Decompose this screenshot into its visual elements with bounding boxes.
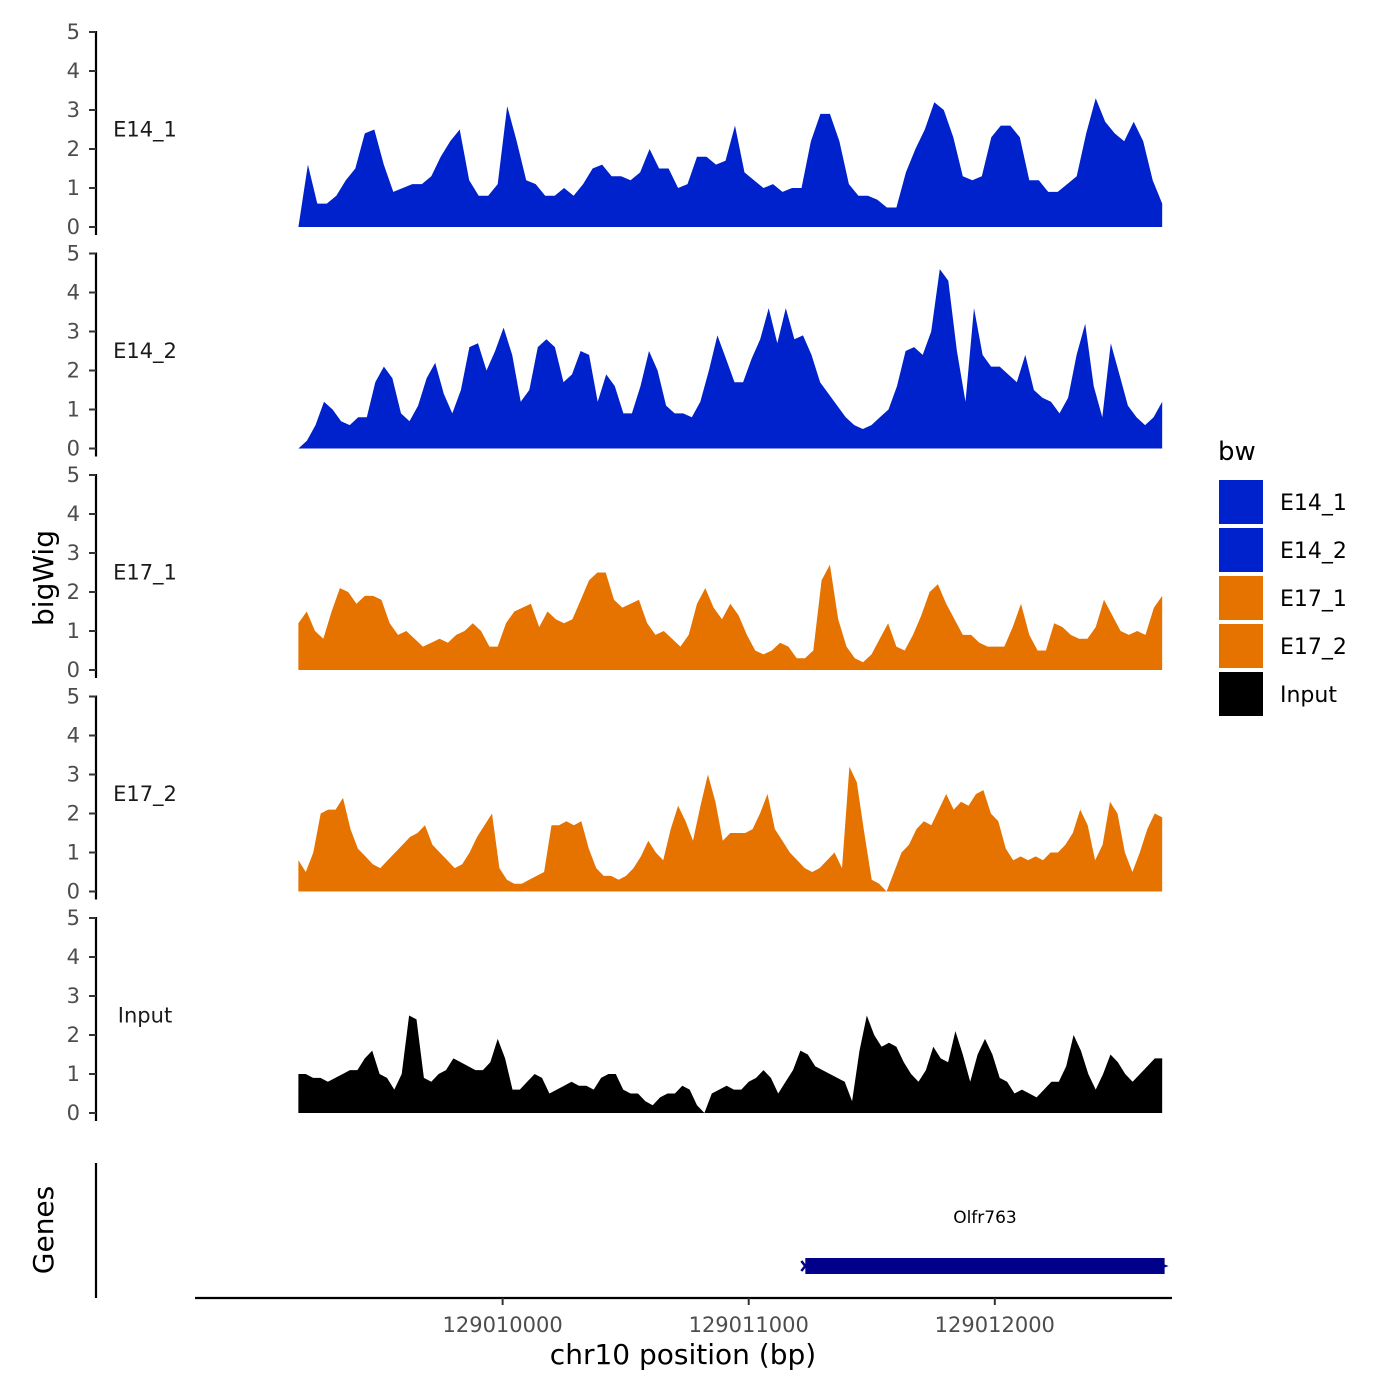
signal-area <box>298 98 1163 227</box>
y-axis-title: bigWig <box>27 530 60 626</box>
y-tick-label: 3 <box>67 541 80 565</box>
y-tick-label: 0 <box>67 880 80 904</box>
strand-marker <box>1160 1263 1169 1269</box>
legend-label: E14_1 <box>1280 491 1347 516</box>
bigwig-tracks: 0 1 2 3 4 5 E14_1 0 1 2 3 4 5 E14_2 0 1 2 3 4 5 E17_1 0 1 2 3 4 5 E… <box>67 20 1163 1125</box>
gene-track: Genes Olfr763 <box>27 1163 1169 1298</box>
y-tick-label: 2 <box>67 359 80 383</box>
y-tick-label: 5 <box>67 242 80 266</box>
legend-label: E17_2 <box>1280 635 1347 660</box>
y-tick-label: 0 <box>67 437 80 461</box>
y-tick-label: 4 <box>67 724 80 748</box>
y-tick-label: 4 <box>67 945 80 969</box>
track-label: Input <box>118 1004 172 1028</box>
legend: bw E14_1 E14_2 E17_1 E17_2 Input <box>1218 437 1347 716</box>
genes-axis-title: Genes <box>27 1186 60 1274</box>
track-label: E14_1 <box>113 118 177 143</box>
y-tick-label: 3 <box>67 98 80 122</box>
signal-area <box>298 766 1163 892</box>
y-tick-label: 5 <box>67 463 80 487</box>
y-tick-label: 0 <box>67 215 80 239</box>
legend-label: Input <box>1280 683 1337 708</box>
y-tick-label: 4 <box>67 502 80 526</box>
y-tick-label: 1 <box>67 841 80 865</box>
x-tick-label: 129011000 <box>689 1313 809 1337</box>
track-label: E17_1 <box>113 561 177 586</box>
track-e17-1: 0 1 2 3 4 5 E17_1 <box>67 463 1163 682</box>
legend-label: E14_2 <box>1280 539 1347 564</box>
legend-title: bw <box>1218 437 1256 467</box>
y-tick-label: 1 <box>67 176 80 200</box>
y-tick-label: 3 <box>67 763 80 787</box>
y-tick-label: 5 <box>67 20 80 44</box>
y-tick-label: 0 <box>67 1101 80 1125</box>
y-tick-label: 1 <box>67 1062 80 1086</box>
track-e14-1: 0 1 2 3 4 5 E14_1 <box>67 20 1163 239</box>
legend-key <box>1219 480 1263 524</box>
strand-marker <box>800 1260 811 1272</box>
gene-olfr763: Olfr763 <box>800 1208 1169 1274</box>
legend-key <box>1219 528 1263 572</box>
x-axis: chr10 position (bp) 129010000 129011000 12… <box>195 1296 1172 1371</box>
legend-key <box>1219 672 1263 716</box>
signal-area <box>298 1015 1163 1113</box>
y-tick-label: 1 <box>67 619 80 643</box>
y-tick-label: 4 <box>67 281 80 305</box>
y-tick-label: 2 <box>67 802 80 826</box>
track-label: E17_2 <box>113 782 177 807</box>
gene-body <box>805 1258 1165 1274</box>
legend-label: E17_1 <box>1280 587 1347 612</box>
gene-label: Olfr763 <box>953 1208 1017 1228</box>
y-tick-label: 2 <box>67 137 80 161</box>
y-tick-label: 2 <box>67 1023 80 1047</box>
legend-key <box>1219 624 1263 668</box>
x-axis-title: chr10 position (bp) <box>550 1338 816 1371</box>
y-tick-label: 5 <box>67 906 80 930</box>
y-tick-label: 3 <box>67 320 80 344</box>
y-tick-label: 4 <box>67 59 80 83</box>
signal-area <box>298 564 1163 670</box>
legend-key <box>1219 576 1263 620</box>
track-label: E14_2 <box>113 339 177 364</box>
track-e14-2: 0 1 2 3 4 5 E14_2 <box>67 242 1163 461</box>
track-input: 0 1 2 3 4 5 Input <box>67 906 1163 1125</box>
y-tick-label: 1 <box>67 398 80 422</box>
signal-area <box>298 269 1163 449</box>
y-tick-label: 5 <box>67 685 80 709</box>
y-tick-label: 0 <box>67 658 80 682</box>
y-tick-label: 2 <box>67 580 80 604</box>
y-tick-label: 3 <box>67 984 80 1008</box>
track-e17-2: 0 1 2 3 4 5 E17_2 <box>67 685 1163 904</box>
x-tick-label: 129010000 <box>442 1313 562 1337</box>
x-tick-label: 129012000 <box>935 1313 1055 1337</box>
